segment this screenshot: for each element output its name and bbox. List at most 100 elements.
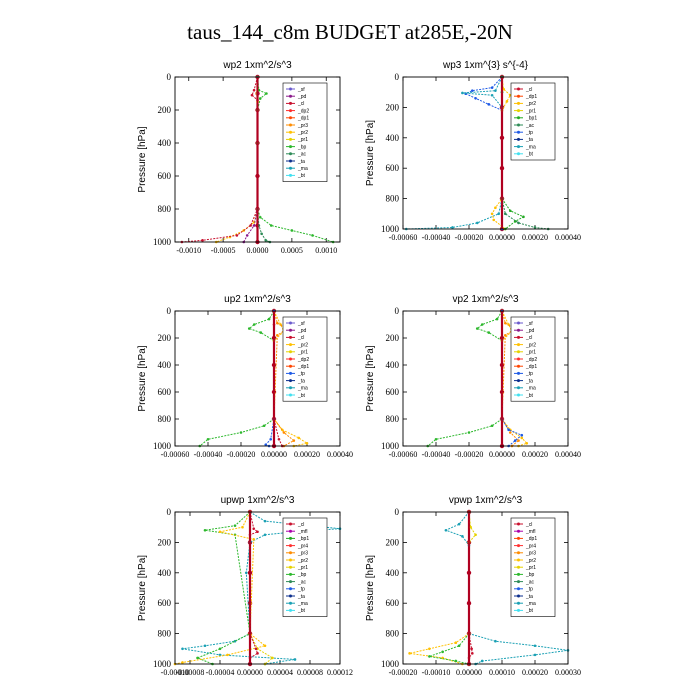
- point-ma: [218, 653, 222, 657]
- point-tp: [487, 103, 491, 106]
- x-tick-label: 0.00030: [555, 668, 581, 677]
- x-tick-label: -0.00040: [422, 450, 451, 459]
- legend-marker-pr1: [517, 350, 520, 354]
- plot-frame: [402, 310, 569, 447]
- y-axis-label: Pressure [hPa]: [365, 345, 376, 411]
- y-tick-label: 1000: [153, 237, 172, 247]
- point-ac: [504, 212, 507, 216]
- y-tick-label: 400: [386, 568, 400, 578]
- point-ma: [181, 647, 184, 651]
- legend-marker-pr2: [289, 558, 292, 562]
- legend-marker-tp: [289, 587, 292, 591]
- y-tick-label: 200: [386, 333, 400, 343]
- point-dp1: [467, 431, 471, 434]
- legend-label-bt: _bt: [525, 152, 534, 158]
- x-tick-label: -0.00010: [422, 668, 451, 677]
- point-pr2: [494, 206, 497, 210]
- legend-marker-pr1: [517, 109, 520, 113]
- legend-label-bp: _bp: [297, 144, 307, 150]
- legend-label-bp1: _bp1: [297, 536, 309, 542]
- x-tick-label: 0.00008: [297, 668, 323, 677]
- chart-panel-4: vp2 1xm^2/s^3 Pressure [hPa] 0 200 400 600 800…: [365, 294, 581, 459]
- point-tp: [474, 96, 477, 100]
- legend-label-cl: _cl: [525, 522, 532, 528]
- legend: _sf_pd_cl_pr2 _pr1_dp2_dp1_tp_ta _ma_bt: [282, 316, 328, 402]
- legend-marker-tp: [517, 371, 520, 375]
- legend-marker-pr1: [289, 137, 292, 141]
- legend-marker-mfl: [517, 529, 520, 533]
- chart-panel-2: wp3 1xm^{3} s^{-4} Pressure [hPa] 0 200 400 6…: [365, 60, 581, 242]
- point-dp1: [252, 88, 256, 92]
- x-tick-label: -0.0010: [176, 246, 201, 255]
- legend-marker-pr1: [289, 565, 292, 569]
- legend-marker-pr4: [517, 544, 520, 548]
- legend-label-ta: _ta: [297, 594, 305, 600]
- legend-label-sf: _sf: [525, 321, 533, 327]
- y-tick-label: 1000: [381, 441, 400, 451]
- y-tick-label: 400: [386, 360, 400, 370]
- series-pr1: [468, 511, 477, 664]
- y-axis-label: Pressure [hPa]: [365, 120, 376, 186]
- legend-label-cl: _cl: [297, 522, 304, 528]
- x-tick-label: -0.00020: [455, 233, 484, 242]
- legend-label-ma: _ma: [525, 601, 536, 607]
- point-dp1: [487, 331, 491, 334]
- y-tick-label: 800: [386, 194, 400, 204]
- legend-label-pr4: _pr4: [297, 543, 308, 549]
- legend-marker-bt: [517, 152, 520, 156]
- legend-marker-bp1: [517, 116, 520, 120]
- point-bp: [454, 659, 458, 663]
- point-pr2: [241, 525, 244, 529]
- x-tick-label: 0.00012: [327, 668, 353, 677]
- series-pr2: [491, 76, 511, 230]
- legend-label-pr2: _pr2: [297, 342, 308, 348]
- x-tick-label: 0.00004: [267, 668, 293, 677]
- legend-marker-cl: [517, 335, 520, 339]
- legend-label-bt: _bt: [297, 393, 306, 399]
- x-tick-label: 0.00040: [555, 233, 581, 242]
- point-ac: [533, 226, 537, 229]
- legend-label-ac: _ac: [525, 123, 535, 129]
- x-tick-label: 0.00000: [261, 450, 287, 459]
- chart-panel-1: wp2 1xm^2/s^3 Pressure [hPa] 0 200 400 600 800…: [137, 60, 341, 255]
- plot-frame: [402, 76, 569, 230]
- point-pr1: [504, 321, 507, 325]
- point-pr2: [490, 212, 494, 216]
- legend-label-pr2: _pr2: [297, 558, 308, 564]
- y-tick-label: 600: [158, 598, 172, 608]
- x-tick-label: 0.00040: [555, 450, 581, 459]
- point-ma: [533, 653, 537, 657]
- legend-label-pr2: _pr2: [525, 101, 536, 107]
- legend-label-dp1: _dp1: [297, 116, 309, 122]
- series-bp: [216, 76, 258, 243]
- y-tick-label: 1000: [381, 224, 400, 234]
- point-ma: [444, 528, 448, 532]
- point-ma: [475, 221, 479, 225]
- point-ma: [451, 226, 454, 229]
- x-tick-label: -0.00010: [161, 668, 190, 677]
- point-pr2: [428, 647, 431, 651]
- point-dp1: [239, 431, 243, 434]
- legend-label-tp: _tp: [525, 587, 533, 593]
- point-bp: [196, 656, 199, 660]
- legend-label-tp: _tp: [525, 130, 533, 136]
- x-tick-label: 0.00020: [522, 450, 548, 459]
- legend-label-dp2: _dp2: [297, 357, 309, 363]
- point-pr1: [311, 234, 314, 237]
- page-title: taus_144_c8m BUDGET at285E,-20N: [187, 20, 513, 44]
- point-pr1: [276, 334, 279, 337]
- legend-marker-dp2: [289, 357, 292, 361]
- legend-label-ac: _ac: [297, 152, 307, 158]
- legend-label-pr1: _pr1: [525, 108, 536, 114]
- point-ma: [457, 522, 461, 526]
- point-pr1: [517, 439, 520, 442]
- legend: _sf_pd_cl_dp2 _dp1_pr3_pr2_pr1_bp _ac_ta_m…: [282, 82, 328, 182]
- legend-label-pd: _pd: [297, 94, 307, 100]
- panel-title: wp2 1xm^2/s^3: [222, 60, 292, 71]
- y-tick-label: 0: [167, 507, 172, 517]
- plot-frame: [402, 511, 569, 665]
- legend-label-ac: _ac: [297, 579, 307, 585]
- legend-marker-ta: [289, 594, 292, 598]
- legend-label-ac: _ac: [525, 579, 535, 585]
- point-cl: [252, 527, 256, 531]
